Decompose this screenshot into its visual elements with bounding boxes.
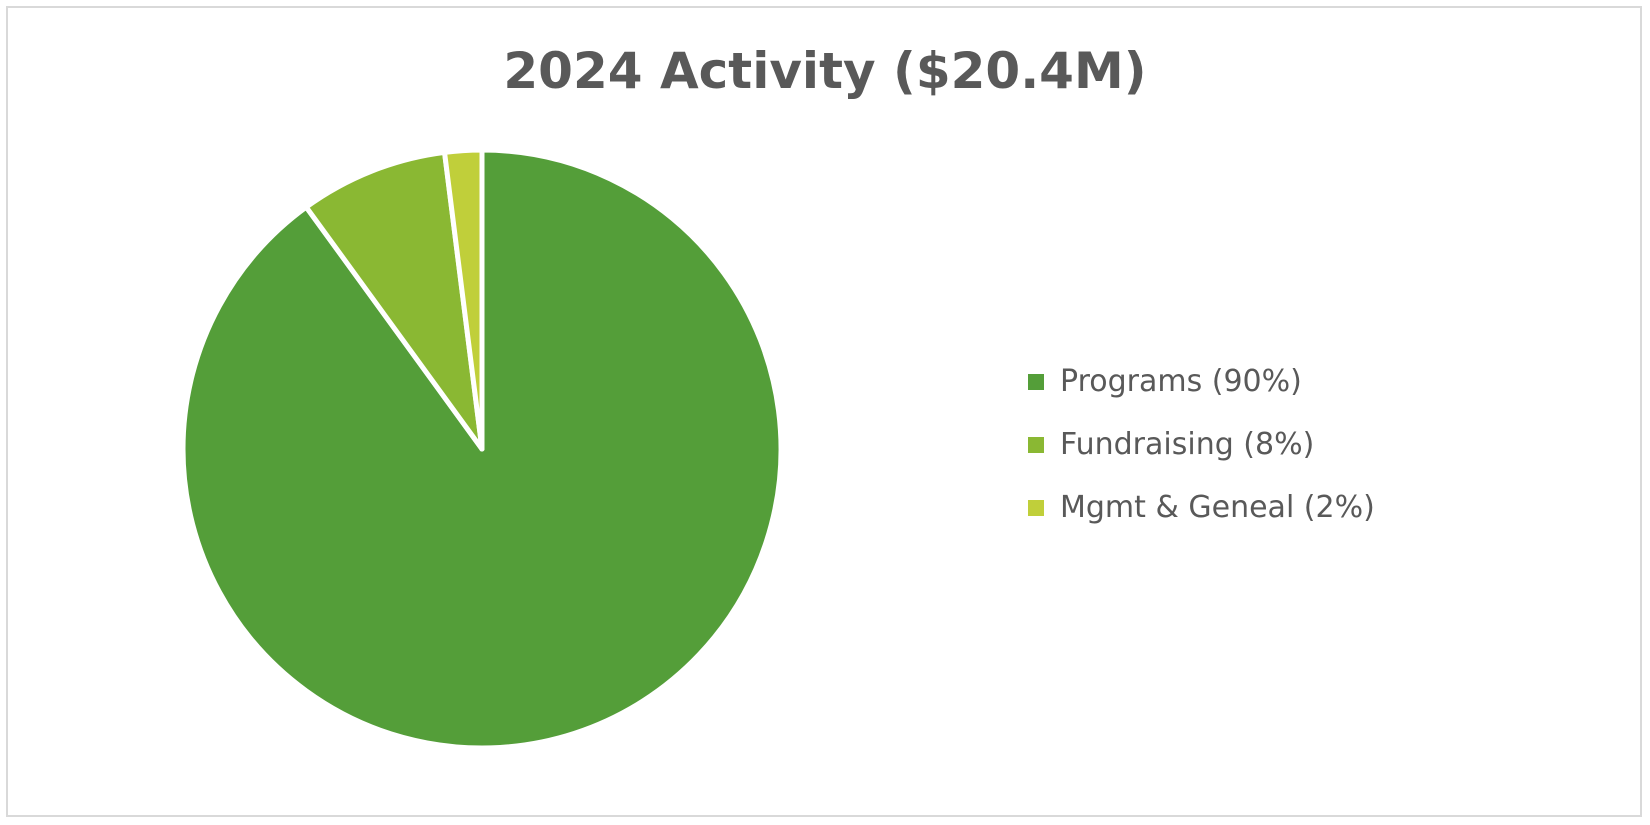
chart-frame — [6, 6, 1642, 817]
legend: Programs (90%) Fundraising (8%) Mgmt & Gen… — [1028, 350, 1375, 539]
pie-slice-fundraising — [303, 149, 485, 452]
legend-label: Programs (90%) — [1060, 364, 1302, 399]
legend-label: Fundraising (8%) — [1060, 427, 1315, 462]
legend-swatch — [1028, 499, 1044, 516]
pie-slice-mgmt-geneal — [442, 147, 485, 452]
legend-item: Fundraising (8%) — [1028, 413, 1375, 476]
chart-title: 2024 Activity ($20.4M) — [503, 42, 1147, 100]
legend-item: Programs (90%) — [1028, 350, 1375, 413]
legend-swatch — [1028, 436, 1044, 453]
legend-swatch — [1028, 373, 1044, 390]
legend-item: Mgmt & Geneal (2%) — [1028, 476, 1375, 539]
legend-label: Mgmt & Geneal (2%) — [1060, 490, 1375, 525]
